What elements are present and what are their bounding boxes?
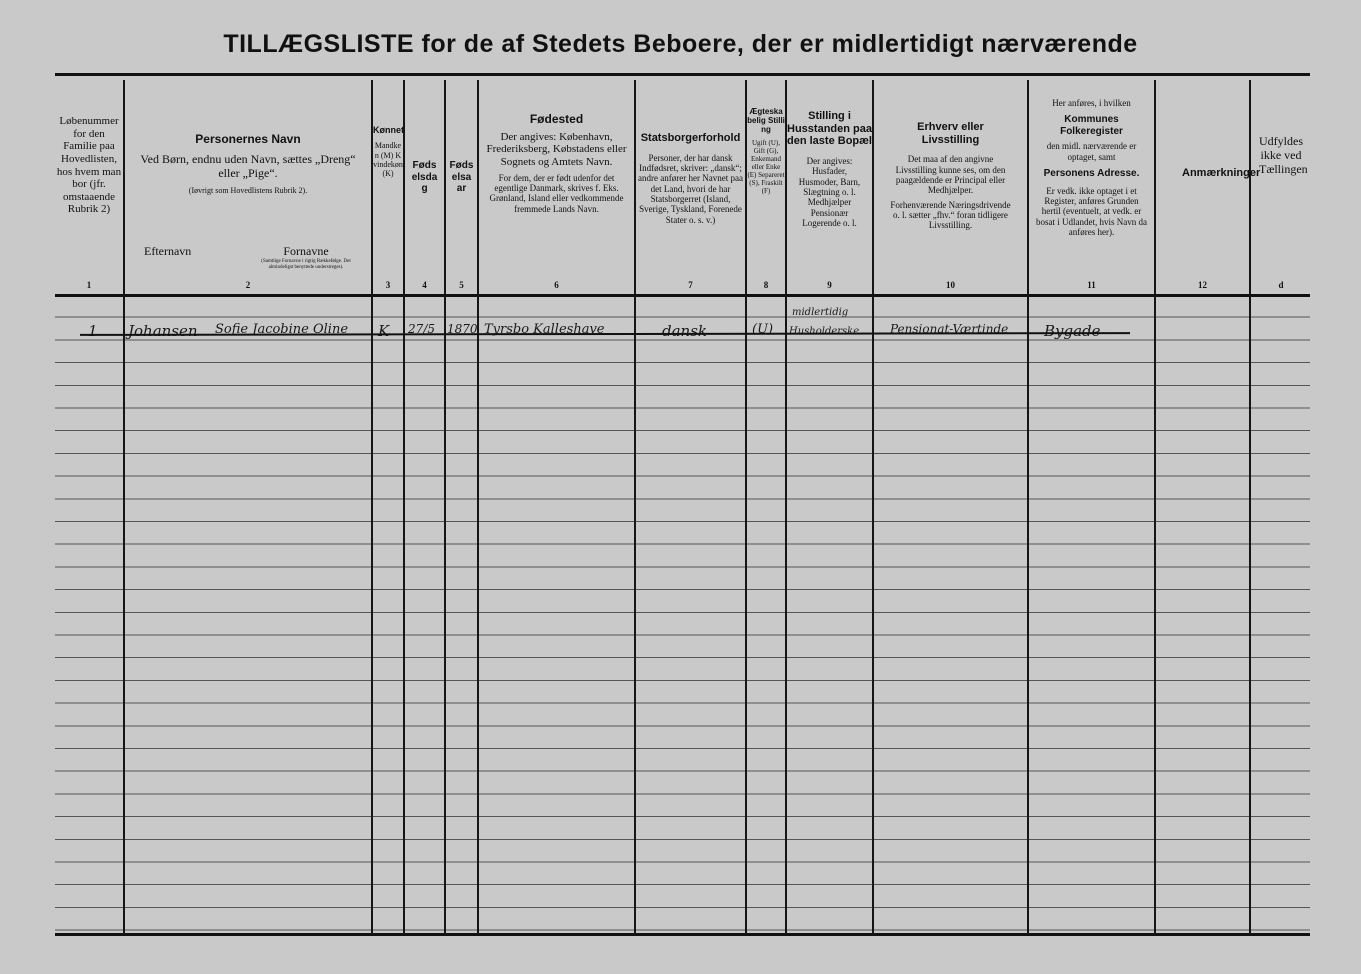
col-10-text: Det maa af den angivne Livsstilling kunn… [895, 154, 1006, 196]
col-9-heading: Stilling i Husstanden paa den laste Bopæ… [787, 110, 872, 148]
col-5-number: 5 [459, 279, 464, 290]
entry-kon: K [378, 322, 390, 340]
col-8-text: Ugift (U), Gift (G), Enkemand eller Enke… [747, 138, 785, 195]
col-6-text: Der angives: København, Frederiksberg, K… [486, 130, 627, 169]
column-divider [477, 80, 479, 936]
ruled-rows [55, 295, 1310, 935]
col-7-header: Statsborgerforhold Personer, der har dan… [636, 85, 745, 290]
column-divider [1249, 80, 1251, 936]
col-4-header: Fødselsdag 4 [405, 85, 444, 290]
col-3-heading: Kønnet [373, 125, 404, 135]
col-12-number: 12 [1198, 279, 1207, 290]
col-4-number: 4 [422, 279, 427, 290]
col-11-number: 11 [1087, 279, 1096, 290]
col-1-text: Løbenummer for den Familie paa Hovedlist… [56, 115, 122, 216]
column-divider [872, 80, 874, 936]
col-7-text: Personer, der har dansk Indfødsret, skri… [638, 152, 743, 225]
col-4-heading: Fødselsdag [411, 160, 438, 194]
col-d-number: d [1278, 279, 1284, 290]
col-8-header: Ægteskabelig Stilling Ugift (U), Gift (G… [747, 85, 785, 290]
col-2-header: Personernes Navn Ved Børn, endnu uden Na… [126, 85, 370, 290]
entry-stilling: Husholderske [789, 326, 860, 337]
entry-efternavn: Johansen [128, 322, 198, 340]
col-2-note: (Iøvrigt som Hovedlistens Rubrik 2). [188, 186, 308, 196]
header-rule [55, 294, 1310, 297]
col-10-header: Erhverv eller Livsstilling Det maa af de… [874, 85, 1027, 290]
col-11-header: Her anføres, i hvilken Kommunes Folkereg… [1029, 85, 1154, 290]
column-divider [371, 80, 373, 936]
col-2-efternavn: Efternavn [144, 244, 192, 258]
col-2-text: Ved Børn, endnu uden Navn, sættes „Dreng… [140, 151, 356, 180]
column-divider [745, 80, 747, 936]
col-5-header: Fødselsaar 5 [446, 85, 477, 290]
col-8-heading: Ægteskabelig Stilling [747, 107, 785, 135]
col-10-note: Forhenværende Næringsdrivende o. l. sætt… [890, 199, 1011, 231]
col-1-number: 1 [86, 279, 92, 290]
col-6-heading: Fødested [529, 112, 584, 126]
col-10-heading: Erhverv eller Livsstilling [917, 121, 984, 146]
col-1-header: Løbenummer for den Familie paa Hovedlist… [56, 85, 122, 290]
col-6-header: Fødested Der angives: København, Frederi… [480, 85, 633, 290]
page-title: TILLÆGSLISTE for de af Stedets Beboere, … [223, 30, 1138, 58]
col-d-text: Udfyldes ikke ved Tællingen [1259, 134, 1308, 176]
col-7-number: 7 [688, 279, 693, 290]
column-divider [634, 80, 636, 936]
col-8-number: 8 [763, 279, 769, 290]
col-d-header: Udfyldes ikke ved Tællingen d [1251, 85, 1311, 290]
col-9-number: 9 [827, 279, 832, 290]
bottom-rule [55, 933, 1310, 936]
column-divider [1154, 80, 1156, 936]
col-3-text: Mandken (M) Kvindekøn (K) [373, 141, 403, 178]
column-divider [444, 80, 446, 936]
col-11-text: den midl. nærværende er optaget, samt [1046, 141, 1137, 162]
col-12-header: Anmærkninger 12 [1156, 85, 1261, 290]
col-11-heading: Kommunes Folkeregister [1060, 114, 1123, 137]
col-2-fornavne-note: (Samtlige Fornavne i rigtig Rækkefølge. … [261, 259, 351, 270]
col-9-header: Stilling i Husstanden paa den laste Bopæ… [787, 85, 872, 290]
col-2-fornavne: Fornavne [283, 244, 329, 258]
col-5-heading: Fødselsaar [449, 160, 474, 194]
col-3-header: Kønnet Mandken (M) Kvindekøn (K) 3 [373, 85, 404, 290]
column-divider [123, 80, 125, 936]
col-11-note: Er vedk. ikke optaget i et Register, anf… [1036, 185, 1147, 237]
col-2-heading: Personernes Navn [195, 132, 301, 146]
col-12-heading: Anmærkninger [1182, 167, 1261, 179]
col-10-number: 10 [946, 279, 955, 290]
col-9-text: Der angives: Husfader, Husmoder, Barn, S… [798, 155, 861, 228]
column-divider [785, 80, 787, 936]
col-11-pre: Her anføres, i hvilken [1052, 98, 1131, 108]
col-3-number: 3 [385, 279, 391, 290]
entry-aegteskab: (U) [752, 322, 774, 337]
column-divider [1027, 80, 1029, 936]
entry-lobenr: 1 [88, 322, 98, 340]
column-divider [403, 80, 405, 936]
col-11-heading2: Personens Adresse. [1043, 168, 1140, 180]
entry-adresse: Bygade [1044, 322, 1101, 340]
col-6-number: 6 [554, 279, 559, 290]
top-rule [55, 73, 1310, 76]
col-7-heading: Statsborgerforhold [640, 132, 741, 144]
col-6-note: For dem, der er født udenfor det egentli… [489, 172, 624, 214]
col-2-number: 2 [245, 279, 251, 290]
entry-statsborger: dansk [662, 322, 707, 340]
entry-stilling-top: midlertidig [792, 307, 849, 318]
